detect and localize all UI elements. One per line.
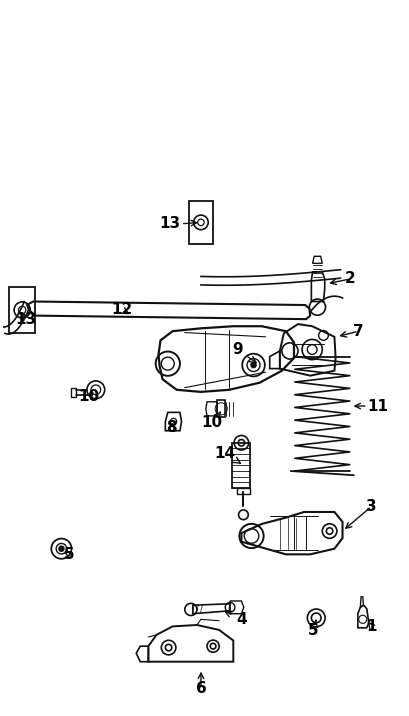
Text: 13: 13 — [159, 216, 180, 231]
Text: 1: 1 — [366, 619, 376, 634]
Text: 5: 5 — [307, 620, 318, 638]
Text: 4: 4 — [225, 611, 246, 626]
Text: 3: 3 — [365, 499, 376, 514]
Text: 2: 2 — [344, 271, 355, 286]
Text: 10: 10 — [201, 412, 222, 430]
Text: 8: 8 — [166, 420, 177, 435]
Circle shape — [59, 546, 64, 551]
Circle shape — [250, 362, 255, 367]
Text: 6: 6 — [195, 681, 206, 696]
Text: 12: 12 — [111, 302, 133, 317]
Text: 10: 10 — [79, 390, 100, 405]
Text: 7: 7 — [353, 324, 363, 339]
Text: 14: 14 — [213, 446, 240, 463]
Text: 5: 5 — [63, 547, 74, 562]
Text: 9: 9 — [231, 342, 256, 362]
Text: 13: 13 — [16, 311, 37, 326]
Text: 11: 11 — [367, 399, 388, 414]
